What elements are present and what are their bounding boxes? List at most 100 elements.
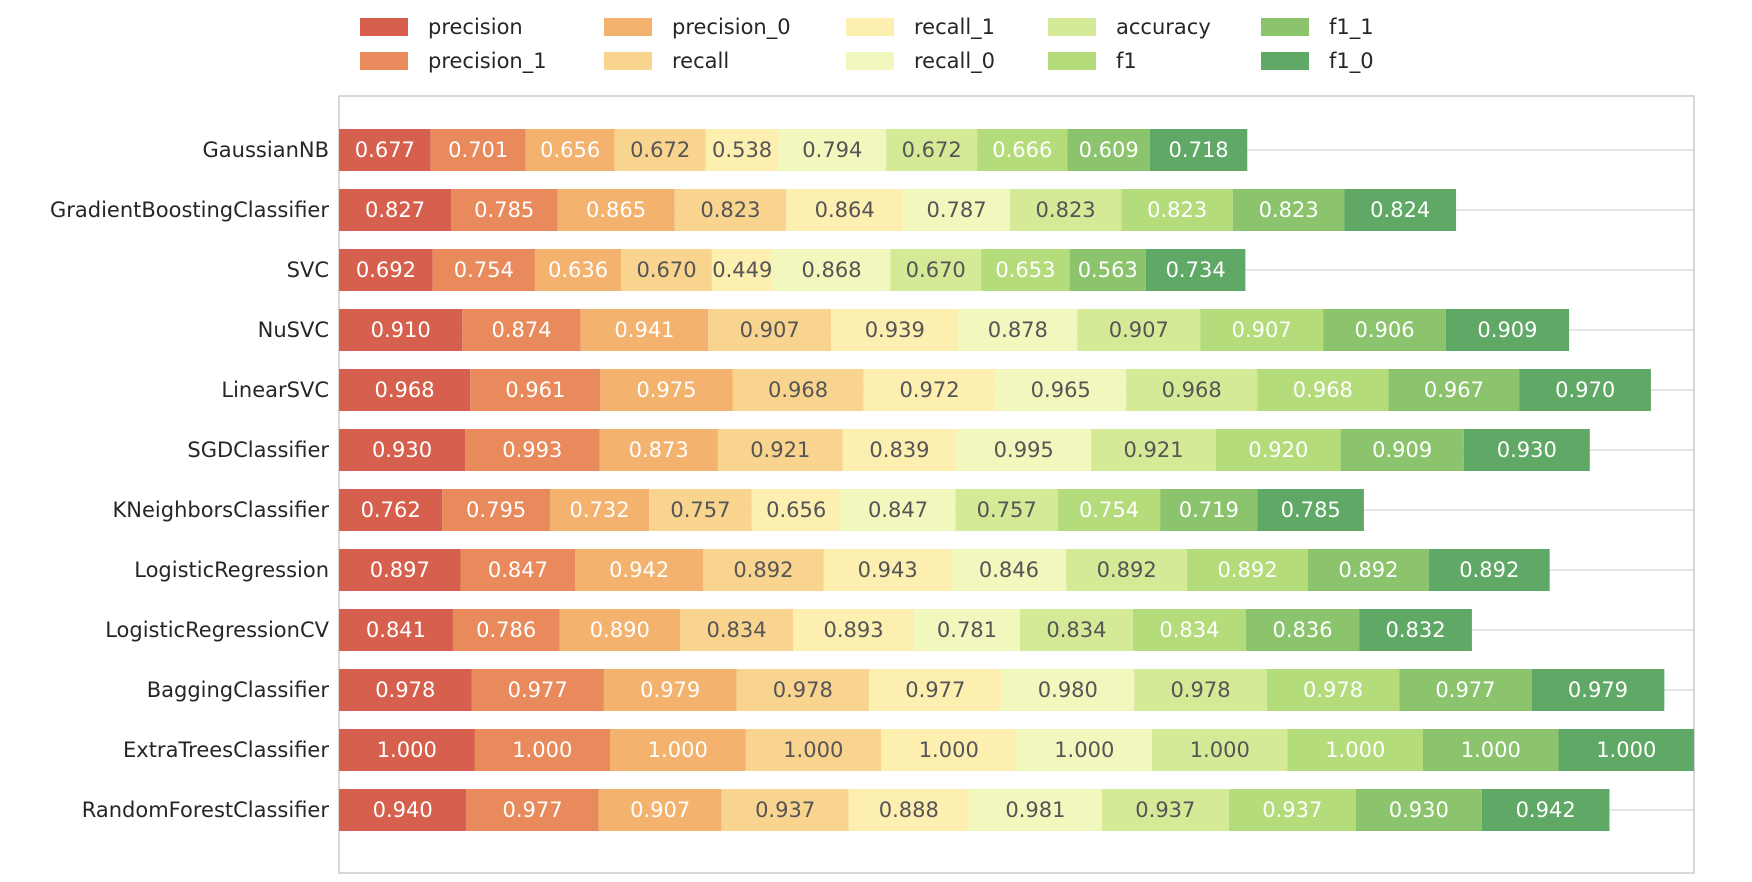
data-label: 0.846 <box>979 558 1039 582</box>
bar-segment <box>1344 189 1457 231</box>
data-label: 0.672 <box>630 138 690 162</box>
data-label: 0.968 <box>768 378 828 402</box>
bar-segment <box>1149 129 1248 171</box>
category-label: GradientBoostingClassifier <box>50 198 329 222</box>
data-label: 0.701 <box>448 138 508 162</box>
bar-segment <box>580 309 709 351</box>
bar-segment <box>793 609 915 651</box>
data-label: 0.921 <box>750 438 810 462</box>
data-label: 0.892 <box>1459 558 1519 582</box>
data-label: 0.836 <box>1272 618 1332 642</box>
data-label: 0.906 <box>1354 318 1414 342</box>
legend-label-f1: f1 <box>1116 49 1137 73</box>
data-label: 0.672 <box>902 138 962 162</box>
legend-swatch-precision_0 <box>604 18 652 36</box>
data-label: 0.972 <box>899 378 959 402</box>
category-axis: GaussianNB GradientBoostingClassifier SVC N… <box>50 138 330 822</box>
data-label: 0.937 <box>1262 798 1322 822</box>
data-label: 0.909 <box>1372 438 1432 462</box>
bar-segment <box>1215 429 1341 471</box>
data-label: 0.940 <box>373 798 433 822</box>
category-label: RandomForestClassifier <box>82 798 330 822</box>
bar-segment <box>452 609 560 651</box>
bar-segment <box>1091 429 1216 471</box>
bar-segment <box>717 429 843 471</box>
data-label: 0.692 <box>356 258 416 282</box>
data-label: 0.897 <box>370 558 430 582</box>
bar-segment <box>1057 489 1161 531</box>
bar-segment <box>432 249 535 291</box>
legend-swatch-f1_0 <box>1261 52 1309 70</box>
bar-segment <box>1266 669 1400 711</box>
bar-segment <box>1145 249 1246 291</box>
data-label: 0.892 <box>733 558 793 582</box>
data-label: 0.786 <box>476 618 536 642</box>
data-label: 0.656 <box>540 138 600 162</box>
data-label: 0.995 <box>994 438 1054 462</box>
bar-segment <box>339 669 472 711</box>
bar-segment <box>557 189 675 231</box>
bar-segment <box>956 429 1092 471</box>
data-label: 1.000 <box>1190 738 1250 762</box>
bar-segment <box>778 129 887 171</box>
bar-segment <box>1121 189 1233 231</box>
data-label: 0.832 <box>1385 618 1445 642</box>
bar-segment <box>1257 489 1364 531</box>
bar-segment <box>1132 609 1246 651</box>
data-label: 0.942 <box>609 558 669 582</box>
bar-segment <box>1463 429 1590 471</box>
legend-label-precision_1: precision_1 <box>428 49 547 74</box>
data-label: 0.910 <box>371 318 431 342</box>
bar-segment <box>339 609 453 651</box>
bar-segment <box>869 669 1002 711</box>
data-label: 0.968 <box>1162 378 1222 402</box>
data-label: 0.939 <box>865 318 925 342</box>
bar-segment <box>711 249 773 291</box>
data-label: 0.449 <box>712 258 772 282</box>
data-label: 0.718 <box>1169 138 1229 162</box>
legend-label-f1_1: f1_1 <box>1329 15 1374 40</box>
bar-segment <box>1009 189 1122 231</box>
bar-segment <box>1287 729 1423 771</box>
bar-segment <box>610 729 746 771</box>
data-label: 0.785 <box>474 198 534 222</box>
category-label: NuSVC <box>258 318 329 342</box>
data-label: 0.993 <box>502 438 562 462</box>
legend-swatch-accuracy <box>1048 18 1096 36</box>
data-label: 1.000 <box>1325 738 1385 762</box>
bar-segment <box>559 609 681 651</box>
data-label: 0.977 <box>502 798 562 822</box>
data-label: 0.670 <box>636 258 696 282</box>
bar-segment <box>1445 309 1570 351</box>
legend-swatch-f1 <box>1048 52 1096 70</box>
bar-segment <box>451 189 558 231</box>
data-label: 0.892 <box>1338 558 1398 582</box>
bar-segment <box>848 789 969 831</box>
bar-segment <box>339 129 431 171</box>
bar-segment <box>1307 549 1429 591</box>
bar-segment <box>708 309 832 351</box>
data-label: 0.921 <box>1123 438 1183 462</box>
bar-segment <box>1340 429 1464 471</box>
bar-segment <box>823 549 952 591</box>
category-label: SGDClassifier <box>187 438 329 462</box>
data-label: 0.823 <box>1036 198 1096 222</box>
legend-label-precision_0: precision_0 <box>672 15 791 40</box>
legend-label-f1_0: f1_0 <box>1329 49 1374 74</box>
legend-swatch-f1_1 <box>1261 18 1309 36</box>
data-label: 0.893 <box>823 618 883 642</box>
bar-segment <box>831 309 959 351</box>
bar-segment <box>549 489 650 531</box>
bar-segment <box>736 669 870 711</box>
bar-segment <box>772 249 891 291</box>
bar-segment <box>621 249 712 291</box>
bar-segment <box>339 189 452 231</box>
bar-segment <box>1558 729 1694 771</box>
category-label: LogisticRegressionCV <box>105 618 329 642</box>
data-label: 0.979 <box>1568 678 1628 702</box>
bar-segment <box>598 789 722 831</box>
bar-segment <box>1245 609 1360 651</box>
data-label: 0.970 <box>1555 378 1615 402</box>
bar-segment <box>1016 729 1152 771</box>
